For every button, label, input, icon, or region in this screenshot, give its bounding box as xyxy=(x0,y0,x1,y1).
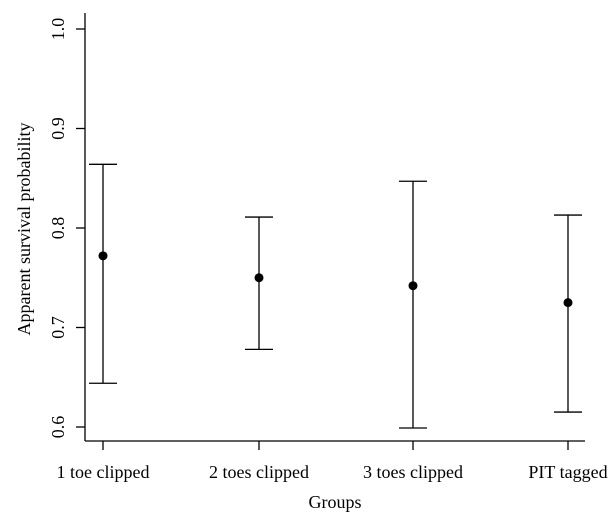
data-point xyxy=(563,298,573,308)
error-bar xyxy=(89,163,117,384)
x-axis-title: Groups xyxy=(309,492,362,512)
x-tick-label: PIT tagged xyxy=(528,462,607,482)
data-point xyxy=(254,273,264,283)
x-tick-label: 2 toes clipped xyxy=(209,462,309,482)
y-tick-label: 0.6 xyxy=(48,416,68,439)
error-bar xyxy=(399,180,427,429)
error-bar xyxy=(554,214,582,413)
y-axis-title: Apparent survival probability xyxy=(14,123,34,336)
points xyxy=(98,251,573,308)
data-point xyxy=(98,251,108,261)
y-tick-label: 0.8 xyxy=(48,217,68,240)
data-point xyxy=(408,281,418,291)
x-ticks: 1 toe clipped 2 toes clipped 3 toes clippe… xyxy=(57,441,608,482)
y-ticks: 0.6 0.7 0.8 0.9 1.0 xyxy=(48,18,85,439)
y-tick-label: 0.9 xyxy=(48,117,68,140)
x-tick-label: 3 toes clipped xyxy=(363,462,463,482)
y-tick-label: 1.0 xyxy=(48,18,68,41)
axes xyxy=(84,13,585,442)
x-tick-label: 1 toe clipped xyxy=(57,462,150,482)
error-bar xyxy=(245,216,273,351)
y-tick-label: 0.7 xyxy=(48,316,68,339)
error-bars xyxy=(89,163,582,429)
